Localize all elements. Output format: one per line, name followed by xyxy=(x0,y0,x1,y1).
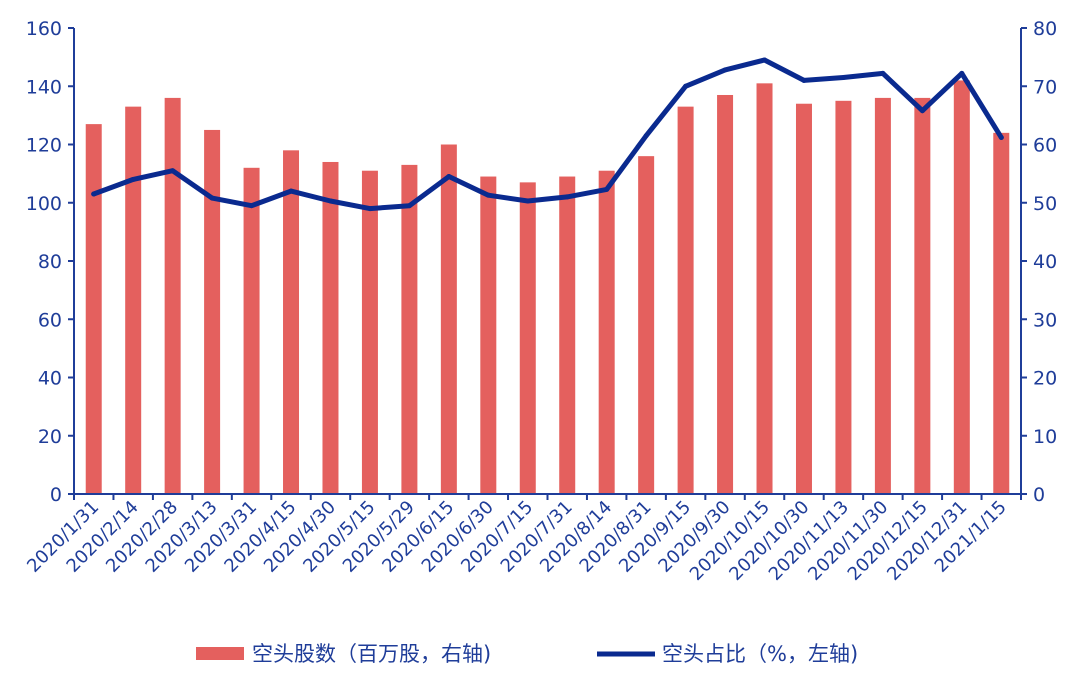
right-tick-label: 40 xyxy=(1033,251,1057,273)
right-tick-label: 0 xyxy=(1033,484,1045,506)
bar xyxy=(164,97,181,495)
line-point xyxy=(525,198,531,204)
bar xyxy=(993,132,1010,494)
bar xyxy=(874,97,891,495)
legend-bar-swatch xyxy=(196,647,244,660)
line-point xyxy=(91,191,97,197)
bar xyxy=(835,100,852,494)
bar xyxy=(85,124,102,495)
line-point xyxy=(170,168,176,174)
legend: 空头股数（百万股，右轴) 空头占比（%，左轴) xyxy=(196,642,858,666)
legend-bar-label: 空头股数（百万股，右轴) xyxy=(252,642,491,666)
line-point xyxy=(919,108,925,114)
bar xyxy=(361,170,378,494)
bar xyxy=(401,164,418,494)
bar xyxy=(243,167,260,495)
left-tick-label: 100 xyxy=(26,193,62,215)
bar xyxy=(440,144,457,494)
line-point xyxy=(643,133,649,139)
left-tick-label: 120 xyxy=(26,135,62,157)
line-point xyxy=(840,75,846,81)
line-point xyxy=(327,198,333,204)
line-point xyxy=(406,203,412,209)
x-axis: 2020/1/312020/2/142020/2/282020/3/132020… xyxy=(23,493,1022,585)
bar xyxy=(559,176,576,494)
bar xyxy=(125,106,142,494)
line-point xyxy=(998,135,1004,141)
right-tick-label: 10 xyxy=(1033,426,1057,448)
line-series xyxy=(91,57,1004,212)
line-point xyxy=(485,192,491,198)
bar xyxy=(322,161,339,494)
line-point xyxy=(959,70,965,76)
left-tick-label: 0 xyxy=(50,484,62,506)
bar xyxy=(717,94,734,495)
left-axis: 0 20 40 60 80 100 120 140 160 xyxy=(26,18,75,506)
line-point xyxy=(367,206,373,212)
bar xyxy=(795,103,812,494)
bar xyxy=(914,97,931,495)
left-tick-label: 40 xyxy=(38,368,62,390)
bar xyxy=(480,176,497,494)
right-tick-label: 30 xyxy=(1033,309,1057,331)
left-tick-label: 80 xyxy=(38,251,62,273)
bar xyxy=(598,170,615,494)
line-point xyxy=(801,77,807,83)
line-point xyxy=(604,186,610,192)
line-point xyxy=(249,203,255,209)
left-tick-label: 160 xyxy=(26,18,62,40)
bar xyxy=(677,106,694,494)
line-point xyxy=(130,176,136,182)
right-tick-label: 60 xyxy=(1033,135,1057,157)
right-tick-label: 20 xyxy=(1033,368,1057,390)
line-point xyxy=(722,67,728,73)
right-tick-label: 50 xyxy=(1033,193,1057,215)
line-point xyxy=(446,174,452,180)
left-tick-label: 140 xyxy=(26,76,62,98)
bar xyxy=(204,129,221,494)
legend-line-label: 空头占比（%，左轴) xyxy=(662,642,858,666)
line-point xyxy=(209,195,215,201)
line-point xyxy=(683,83,689,89)
bar xyxy=(283,150,300,494)
bar xyxy=(519,182,536,495)
bar-series xyxy=(85,80,1010,495)
line-point xyxy=(564,194,570,200)
right-tick-label: 80 xyxy=(1033,18,1057,40)
line-point xyxy=(762,57,768,63)
line-series-path xyxy=(91,57,1004,212)
left-tick-label: 60 xyxy=(38,309,62,331)
bar xyxy=(953,80,970,495)
right-tick-label: 70 xyxy=(1033,76,1057,98)
bar xyxy=(638,156,655,494)
line-point xyxy=(880,70,886,76)
right-axis: 0 10 20 30 40 50 60 70 80 xyxy=(1020,18,1057,506)
line-point xyxy=(288,188,294,194)
bar xyxy=(756,83,773,495)
left-tick-label: 20 xyxy=(38,426,62,448)
